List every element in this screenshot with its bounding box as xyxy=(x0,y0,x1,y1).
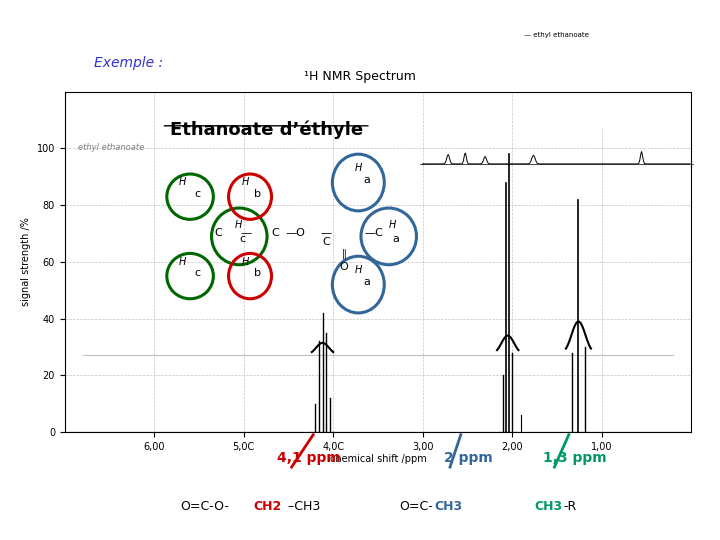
Text: 2 ppm: 2 ppm xyxy=(444,451,493,465)
Text: CH2: CH2 xyxy=(253,500,282,514)
Text: c: c xyxy=(194,188,200,199)
Text: c: c xyxy=(239,234,245,244)
Text: C: C xyxy=(323,237,330,247)
Text: a: a xyxy=(364,174,371,185)
Text: —: — xyxy=(320,228,332,238)
Bar xyxy=(428,94,474,128)
Text: —C: —C xyxy=(364,228,383,238)
Text: H: H xyxy=(242,256,249,267)
Text: 4,1 ppm: 4,1 ppm xyxy=(277,451,341,465)
Text: 1,3 ppm: 1,3 ppm xyxy=(543,451,606,465)
Bar xyxy=(456,25,656,44)
Bar xyxy=(633,94,678,128)
Text: –CH3: –CH3 xyxy=(284,500,320,514)
Text: H: H xyxy=(179,256,186,267)
Text: a: a xyxy=(364,276,371,287)
Text: CH3: CH3 xyxy=(534,500,562,514)
Bar xyxy=(428,55,474,89)
Text: C: C xyxy=(215,228,222,238)
Text: ¹H NMR Spectrum: ¹H NMR Spectrum xyxy=(304,70,416,83)
Text: CH3: CH3 xyxy=(434,500,462,514)
X-axis label: chemical shift /ppm: chemical shift /ppm xyxy=(330,455,426,464)
Text: Exemple :: Exemple : xyxy=(94,57,163,71)
Text: H: H xyxy=(389,220,396,230)
Text: b: b xyxy=(253,188,261,199)
Text: H: H xyxy=(355,265,362,275)
Text: a: a xyxy=(392,234,400,244)
Text: ethyl ethanoate: ethyl ethanoate xyxy=(78,143,145,152)
Text: H: H xyxy=(235,220,242,230)
Bar xyxy=(590,94,636,128)
Text: -R: -R xyxy=(563,500,576,514)
Text: H: H xyxy=(242,177,249,187)
Text: — ethyl ethanoate: — ethyl ethanoate xyxy=(523,32,589,38)
Text: C: C xyxy=(271,228,279,238)
Text: H: H xyxy=(355,163,362,173)
Y-axis label: signal strength /%: signal strength /% xyxy=(21,218,31,306)
Text: O=C-O-: O=C-O- xyxy=(180,500,229,514)
Text: O: O xyxy=(340,262,348,272)
Text: Ethanoate d’éthyle: Ethanoate d’éthyle xyxy=(170,120,363,139)
Text: H: H xyxy=(179,177,186,187)
Text: b: b xyxy=(253,268,261,278)
Text: —: — xyxy=(241,228,252,238)
Text: —O: —O xyxy=(286,228,305,238)
Bar xyxy=(519,55,564,89)
Text: O=C-: O=C- xyxy=(400,500,433,514)
Text: c: c xyxy=(194,268,200,278)
Bar xyxy=(513,94,559,128)
Text: ‖: ‖ xyxy=(341,248,346,259)
